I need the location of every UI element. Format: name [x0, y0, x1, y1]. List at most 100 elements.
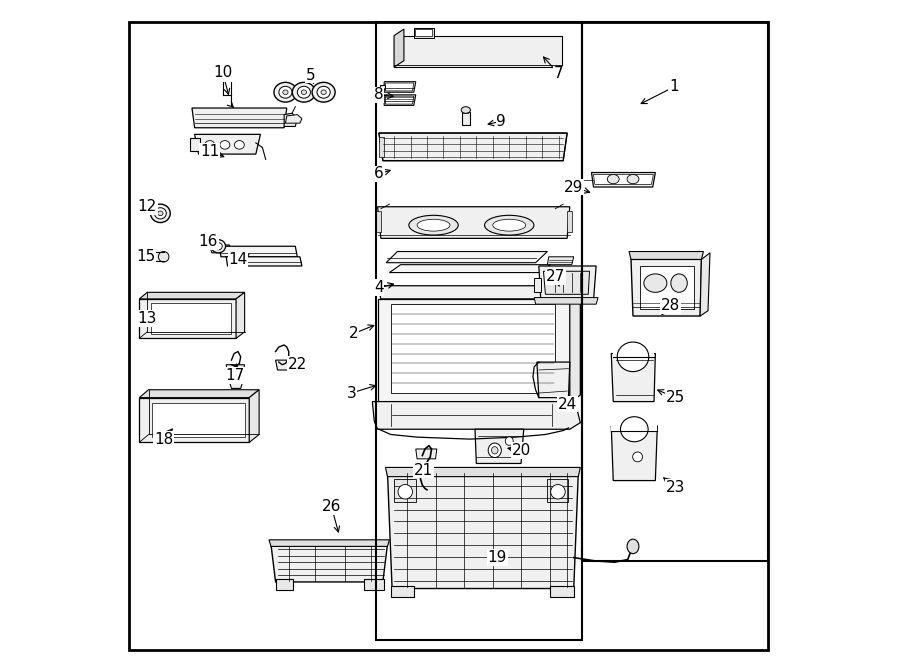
Text: 14: 14	[229, 252, 248, 267]
Polygon shape	[613, 344, 654, 357]
Polygon shape	[284, 113, 297, 126]
Polygon shape	[535, 297, 599, 304]
Text: 7: 7	[554, 66, 563, 81]
Polygon shape	[388, 472, 579, 588]
Text: 11: 11	[200, 144, 220, 159]
Polygon shape	[220, 247, 297, 256]
Polygon shape	[236, 292, 245, 338]
Ellipse shape	[627, 175, 639, 184]
Polygon shape	[570, 291, 580, 403]
Polygon shape	[226, 256, 302, 266]
Ellipse shape	[493, 219, 526, 231]
Polygon shape	[547, 256, 573, 264]
Ellipse shape	[150, 204, 170, 223]
Polygon shape	[537, 362, 570, 398]
Polygon shape	[140, 292, 245, 299]
Text: 9: 9	[497, 114, 506, 129]
Polygon shape	[475, 429, 524, 463]
Text: 3: 3	[346, 385, 356, 401]
Polygon shape	[378, 207, 570, 239]
Text: 2: 2	[348, 327, 358, 341]
Text: 28: 28	[661, 298, 680, 313]
Polygon shape	[384, 82, 416, 93]
Text: 23: 23	[665, 480, 685, 494]
Polygon shape	[550, 586, 573, 597]
Text: 22: 22	[288, 357, 307, 372]
Polygon shape	[152, 403, 245, 437]
Text: 6: 6	[374, 167, 383, 181]
Polygon shape	[146, 252, 164, 261]
Text: 21: 21	[414, 463, 433, 477]
Ellipse shape	[283, 90, 288, 95]
Text: 25: 25	[665, 390, 685, 405]
Polygon shape	[640, 266, 694, 309]
Polygon shape	[385, 467, 580, 477]
Polygon shape	[464, 106, 468, 113]
Ellipse shape	[279, 87, 292, 98]
Polygon shape	[385, 83, 414, 91]
Ellipse shape	[158, 211, 163, 215]
Ellipse shape	[158, 252, 169, 262]
Ellipse shape	[312, 83, 335, 102]
Polygon shape	[380, 85, 385, 89]
Polygon shape	[378, 299, 570, 403]
Ellipse shape	[608, 175, 619, 184]
Polygon shape	[611, 417, 657, 430]
Polygon shape	[271, 545, 388, 582]
Polygon shape	[194, 134, 260, 154]
Ellipse shape	[205, 141, 215, 149]
Polygon shape	[417, 483, 436, 492]
Polygon shape	[364, 579, 384, 590]
Text: 19: 19	[488, 550, 507, 565]
Ellipse shape	[317, 87, 330, 98]
Polygon shape	[629, 252, 704, 259]
Polygon shape	[192, 108, 287, 128]
Polygon shape	[150, 303, 231, 334]
Ellipse shape	[220, 141, 230, 149]
Polygon shape	[140, 299, 236, 338]
Ellipse shape	[551, 485, 565, 499]
Polygon shape	[611, 426, 657, 481]
Polygon shape	[140, 390, 259, 398]
Ellipse shape	[670, 274, 688, 292]
Polygon shape	[373, 402, 580, 429]
Text: 10: 10	[213, 66, 232, 81]
Polygon shape	[700, 253, 710, 316]
Polygon shape	[593, 175, 653, 184]
Polygon shape	[384, 95, 416, 105]
Polygon shape	[394, 29, 404, 67]
Text: 1: 1	[669, 79, 679, 95]
Text: 18: 18	[154, 432, 174, 447]
Ellipse shape	[644, 274, 667, 292]
Polygon shape	[415, 29, 432, 36]
Ellipse shape	[488, 443, 501, 457]
Ellipse shape	[214, 243, 222, 250]
Polygon shape	[140, 398, 249, 442]
Ellipse shape	[212, 240, 226, 253]
Polygon shape	[379, 137, 384, 157]
Polygon shape	[416, 449, 436, 459]
Polygon shape	[285, 114, 302, 123]
Polygon shape	[226, 365, 245, 373]
Ellipse shape	[617, 342, 649, 371]
Polygon shape	[547, 479, 569, 502]
Text: 15: 15	[136, 249, 156, 264]
Polygon shape	[190, 137, 200, 151]
Text: 4: 4	[374, 280, 383, 295]
Text: 12: 12	[138, 199, 157, 214]
Polygon shape	[390, 264, 551, 272]
Polygon shape	[391, 304, 555, 393]
Ellipse shape	[409, 215, 458, 235]
Polygon shape	[391, 586, 414, 597]
Ellipse shape	[417, 219, 450, 231]
Polygon shape	[544, 271, 590, 294]
Polygon shape	[611, 354, 655, 402]
Ellipse shape	[620, 416, 648, 442]
Ellipse shape	[491, 447, 498, 454]
Polygon shape	[269, 540, 390, 547]
Text: 24: 24	[557, 397, 577, 412]
Ellipse shape	[274, 83, 297, 102]
Polygon shape	[275, 579, 293, 590]
Polygon shape	[394, 36, 562, 67]
Polygon shape	[385, 96, 414, 104]
